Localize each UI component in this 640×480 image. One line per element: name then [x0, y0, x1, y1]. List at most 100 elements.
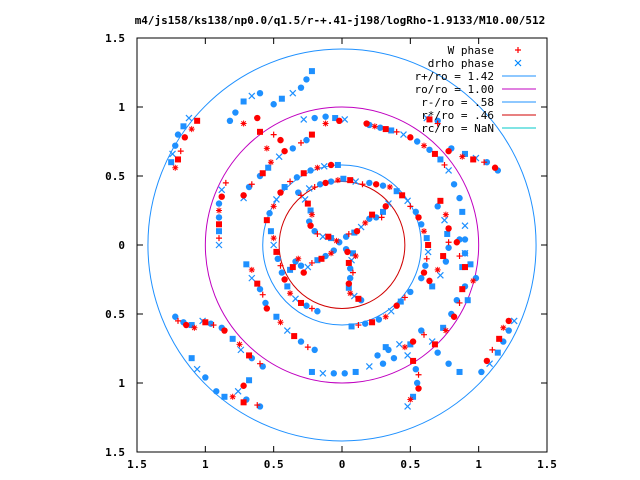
w-point: [248, 181, 255, 188]
drho-point: [215, 200, 223, 207]
legend-label: rc/ro = NaN: [421, 122, 494, 135]
w-point: [216, 207, 222, 214]
drho-point: [322, 113, 329, 120]
w-point: [240, 120, 247, 127]
drho-point: [232, 109, 239, 116]
w-point: [431, 341, 438, 348]
w-point: [401, 344, 408, 351]
w-point: [442, 327, 449, 334]
w-point: [298, 299, 304, 306]
w-point: [378, 214, 385, 221]
w-point: [322, 120, 329, 127]
w-point: [240, 192, 247, 199]
w-point: [229, 393, 236, 400]
drho-point: [234, 387, 242, 395]
w-point: [359, 181, 366, 188]
drho-point: [307, 207, 314, 214]
drho-point: [303, 136, 310, 144]
drho-point: [374, 352, 381, 359]
w-point: [456, 253, 463, 260]
drho-point: [281, 184, 288, 191]
drho-point: [316, 181, 324, 188]
legend-label: drho phase: [428, 57, 494, 70]
drho-point: [341, 115, 349, 123]
w-point: [202, 319, 209, 326]
w-point: [382, 203, 389, 210]
w-point: [300, 269, 307, 276]
drho-point: [380, 208, 386, 215]
w-point: [399, 192, 406, 199]
drho-point: [407, 341, 414, 348]
w-point: [270, 131, 277, 138]
w-point: [194, 117, 201, 124]
drho-point: [505, 327, 512, 334]
w-point: [470, 156, 477, 163]
drho-point: [442, 258, 450, 265]
drho-point: [303, 76, 310, 83]
w-point: [240, 382, 247, 389]
drho-point: [270, 101, 277, 108]
drho-point: [478, 368, 485, 376]
drho-point: [246, 377, 253, 384]
drho-point: [256, 90, 264, 97]
x-tick-label: 0.5: [264, 458, 284, 471]
drho-point: [274, 255, 281, 262]
y-tick-label: 0: [118, 239, 125, 252]
w-point: [371, 123, 378, 130]
w-point: [459, 153, 466, 160]
w-point: [263, 217, 270, 224]
w-point: [270, 235, 277, 242]
drho-point: [423, 235, 430, 242]
drho-point: [464, 297, 471, 304]
drho-point: [445, 167, 453, 174]
w-point: [236, 341, 243, 348]
drho-point: [453, 297, 460, 304]
drho-point: [461, 222, 469, 230]
drho-point: [297, 338, 305, 345]
w-point: [382, 313, 389, 320]
drho-point: [445, 244, 452, 251]
w-point: [295, 255, 302, 262]
drho-point: [330, 370, 337, 377]
w-point: [450, 313, 458, 320]
y-tick-label: 1: [118, 101, 125, 114]
w-point: [421, 331, 427, 338]
drho-point: [434, 349, 441, 356]
drho-point: [283, 327, 291, 334]
drho-point: [267, 228, 274, 235]
w-point: [289, 264, 296, 271]
w-point: [273, 248, 280, 255]
drho-point: [390, 354, 398, 362]
w-point: [409, 338, 417, 345]
drho-point: [366, 179, 373, 187]
drho-point: [188, 322, 195, 329]
drho-point: [412, 366, 419, 373]
w-point: [216, 221, 222, 228]
w-point: [322, 179, 329, 187]
w-point: [246, 352, 253, 359]
w-point: [257, 128, 263, 135]
w-point: [489, 346, 496, 353]
w-point: [415, 214, 422, 221]
w-point: [172, 164, 179, 171]
x-tick-label: 0: [339, 458, 346, 471]
w-point: [263, 145, 270, 152]
w-point: [386, 184, 393, 191]
drho-point: [284, 283, 291, 290]
w-point: [259, 291, 266, 298]
drho-point: [304, 263, 312, 271]
drho-point: [272, 196, 280, 203]
drho-point: [404, 197, 412, 205]
drho-point: [395, 340, 403, 348]
drho-point: [441, 216, 448, 224]
drho-point: [218, 186, 226, 194]
w-point: [369, 319, 376, 326]
legend-label: r+/ro = 1.42: [415, 70, 494, 83]
w-point: [311, 184, 318, 191]
drho-point: [461, 249, 469, 257]
w-point: [281, 147, 288, 155]
drho-point: [307, 167, 314, 174]
drho-point: [305, 184, 313, 192]
drho-point: [172, 313, 179, 320]
x-tick-label: 0.5: [400, 458, 420, 471]
